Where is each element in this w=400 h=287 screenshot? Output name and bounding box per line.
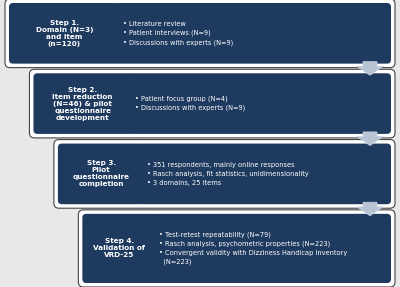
Text: Step 1.
Domain (N=3)
and item
(n=120): Step 1. Domain (N=3) and item (n=120): [36, 20, 93, 47]
FancyBboxPatch shape: [139, 144, 391, 204]
Text: • Patient focus group (N=4)
• Discussions with experts (N=9): • Patient focus group (N=4) • Discussion…: [135, 96, 245, 111]
Text: Step 3.
Pilot
questionnaire
completion: Step 3. Pilot questionnaire completion: [72, 160, 130, 187]
FancyBboxPatch shape: [82, 214, 156, 283]
FancyBboxPatch shape: [115, 3, 391, 64]
Polygon shape: [357, 202, 383, 216]
FancyBboxPatch shape: [54, 139, 395, 208]
FancyBboxPatch shape: [78, 210, 395, 287]
FancyBboxPatch shape: [58, 144, 144, 204]
Polygon shape: [357, 62, 383, 75]
Text: • 351 respondents, mainly online responses
• Rasch analysis, fit statistics, uni: • 351 respondents, mainly online respons…: [147, 162, 309, 186]
FancyBboxPatch shape: [5, 0, 395, 68]
Text: • Literature review
• Patient interviews (N=9)
• Discussions with experts (N=9): • Literature review • Patient interviews…: [123, 21, 233, 46]
FancyBboxPatch shape: [9, 3, 120, 64]
Text: Step 4.
Validation of
VRD-25: Step 4. Validation of VRD-25: [94, 238, 146, 258]
FancyBboxPatch shape: [127, 73, 391, 134]
FancyBboxPatch shape: [34, 73, 132, 134]
FancyBboxPatch shape: [152, 214, 391, 283]
Polygon shape: [357, 132, 383, 146]
Text: Step 2.
Item reduction
(N=46) & pilot
questionnaire
development: Step 2. Item reduction (N=46) & pilot qu…: [52, 87, 113, 121]
FancyBboxPatch shape: [30, 69, 395, 138]
Text: • Test-retest repeatability (N=79)
• Rasch analysis, psychometric properties (N=: • Test-retest repeatability (N=79) • Ras…: [160, 232, 348, 265]
